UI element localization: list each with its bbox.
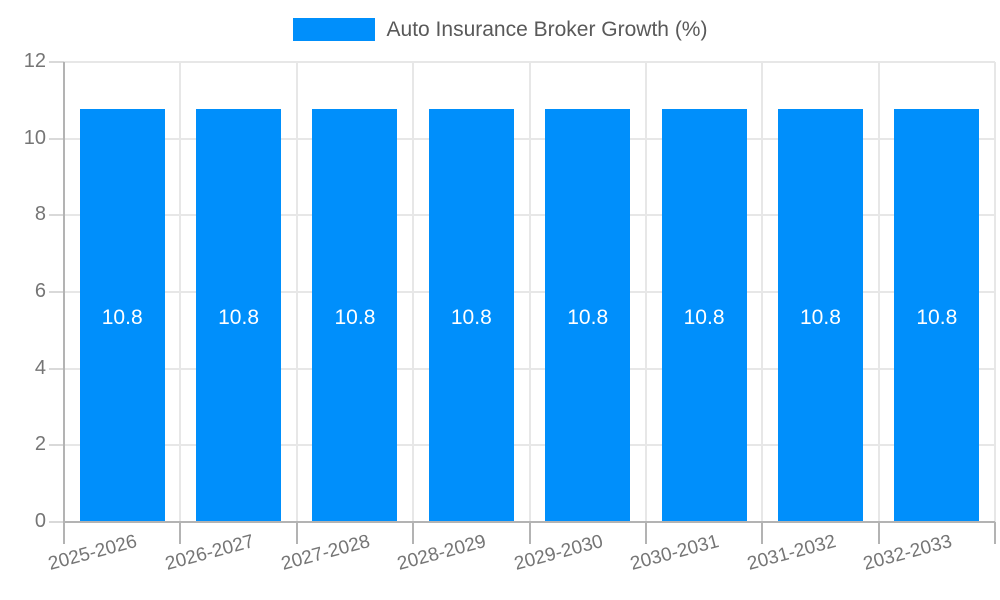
bar: 10.8 xyxy=(79,109,165,522)
y-tick-mark xyxy=(49,521,64,523)
bar-value-label: 10.8 xyxy=(101,306,143,329)
legend-swatch xyxy=(292,18,375,41)
v-gridline xyxy=(528,62,531,522)
x-axis-tick-label: 2031-2032 xyxy=(744,531,838,575)
y-axis-tick-label: 6 xyxy=(34,280,46,302)
v-gridline xyxy=(179,62,182,522)
y-axis-tick-label: 0 xyxy=(34,510,46,532)
x-axis-tick-label: 2030-2031 xyxy=(628,531,722,575)
bar: 10.8 xyxy=(777,109,863,522)
x-tick-mark xyxy=(528,522,531,544)
bar: 10.8 xyxy=(428,109,514,522)
bar-value-label: 10.8 xyxy=(334,306,376,329)
x-axis-tick-label: 2027-2028 xyxy=(279,531,373,575)
y-axis-tick-label: 2 xyxy=(34,433,46,456)
y-tick-mark xyxy=(49,61,64,63)
v-gridline xyxy=(295,62,298,522)
bar: 10.8 xyxy=(312,109,398,522)
bar-value-label: 10.8 xyxy=(567,306,609,329)
v-gridline xyxy=(877,62,880,522)
bar: 10.8 xyxy=(661,109,747,522)
y-tick-mark xyxy=(49,214,64,217)
bar-value-label: 10.8 xyxy=(450,306,492,329)
y-tick-mark xyxy=(49,137,64,140)
v-gridline xyxy=(412,62,415,522)
x-tick-mark xyxy=(877,522,880,544)
y-axis-line xyxy=(63,62,65,544)
x-tick-mark xyxy=(412,522,415,544)
v-gridline xyxy=(994,62,996,522)
v-gridline xyxy=(644,62,647,522)
y-tick-mark xyxy=(49,291,64,293)
v-gridline xyxy=(761,62,764,522)
y-axis-tick-label: 12 xyxy=(23,50,46,72)
x-tick-mark xyxy=(761,522,764,544)
x-axis-tick-label: 2032-2033 xyxy=(861,531,955,575)
y-tick-mark xyxy=(49,444,64,447)
x-tick-mark xyxy=(179,522,182,544)
x-tick-mark xyxy=(644,522,647,544)
x-axis-tick-label: 2026-2027 xyxy=(162,531,256,575)
bar: 10.8 xyxy=(196,109,282,522)
bar-value-label: 10.8 xyxy=(916,306,958,329)
x-axis-tick-label: 2025-2026 xyxy=(46,531,140,575)
y-axis-tick-label: 4 xyxy=(34,356,46,379)
x-axis-tick-label: 2028-2029 xyxy=(395,531,489,575)
y-axis-tick-label: 8 xyxy=(34,203,46,226)
x-axis-tick-label: 2029-2030 xyxy=(511,531,606,575)
bar-value-label: 10.8 xyxy=(683,306,725,329)
legend-label: Auto Insurance Broker Growth (%) xyxy=(386,18,708,41)
legend-item[interactable]: Auto Insurance Broker Growth (%) xyxy=(0,18,1000,41)
x-axis-line xyxy=(64,521,995,523)
y-axis-tick-label: 10 xyxy=(23,126,46,149)
x-tick-mark xyxy=(994,522,996,544)
bar-value-label: 10.8 xyxy=(800,306,841,329)
bar: 10.8 xyxy=(545,109,631,522)
bar: 10.8 xyxy=(894,109,980,522)
y-tick-mark xyxy=(49,367,64,370)
bar-value-label: 10.8 xyxy=(218,306,259,329)
x-tick-mark xyxy=(295,522,298,544)
plot-area: 10.8 10.8 10.8 10.8 10.8 10.8 10.8 10.8 xyxy=(64,61,996,523)
